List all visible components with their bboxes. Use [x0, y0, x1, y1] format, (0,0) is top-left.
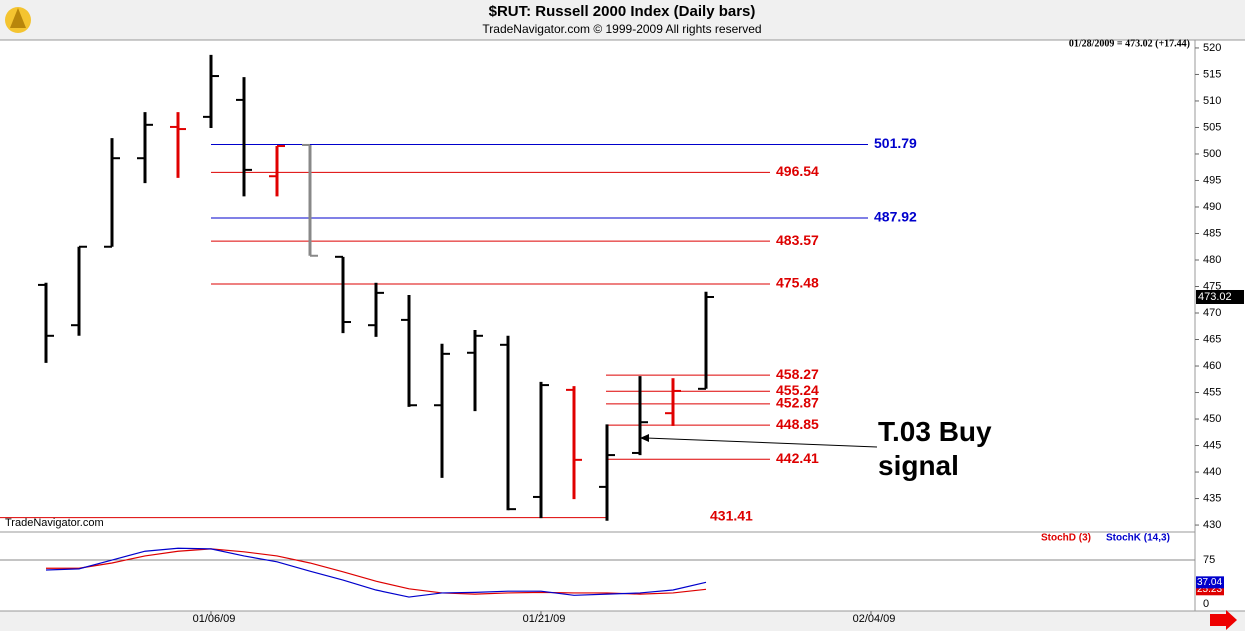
level-label: 455.24	[776, 382, 819, 398]
level-label: 475.48	[776, 275, 819, 291]
stoch-line	[45, 547, 707, 598]
y-tick-label: 495	[1203, 174, 1221, 186]
last-price-box	[1196, 289, 1244, 304]
y-tick-label: 480	[1203, 254, 1221, 266]
stoch-value-label: 25.23	[1197, 584, 1222, 595]
logo	[5, 7, 31, 33]
level-label: 458.27	[776, 366, 819, 382]
annotation: T.03 Buy signal	[878, 416, 992, 481]
chart-title: $RUT: Russell 2000 Index (Daily bars)	[489, 3, 756, 20]
x-tick-label: 01/21/09	[523, 613, 566, 625]
stoch-line	[46, 548, 707, 595]
date-band	[0, 611, 1245, 631]
x-tick-label: 01/06/09	[193, 613, 236, 625]
level-label: 442.41	[776, 450, 819, 466]
level-label: 501.79	[874, 135, 917, 151]
header-band	[0, 0, 1245, 40]
stoch-value-label: 37.04	[1197, 577, 1222, 588]
watermark: TradeNavigator.com	[5, 517, 104, 529]
y-tick-label: 505	[1203, 121, 1221, 133]
y-tick-label: 440	[1203, 466, 1221, 478]
y-tick-label: 475	[1203, 280, 1221, 292]
level-label: 483.57	[776, 232, 819, 248]
y-tick-label: 460	[1203, 360, 1221, 372]
y-tick-label: 510	[1203, 95, 1221, 107]
stoch-tick-label: 75	[1203, 554, 1215, 566]
y-tick-label: 455	[1203, 386, 1221, 398]
y-tick-label: 430	[1203, 519, 1221, 531]
last-price-label: 473.02	[1198, 291, 1232, 303]
level-label: 487.92	[874, 209, 917, 225]
level-label: 448.85	[776, 416, 819, 432]
header-quote: 01/28/2009 = 473.02 (+17.44)	[1069, 38, 1190, 49]
legend-entry: StochD (3)	[1041, 533, 1091, 544]
y-tick-label: 485	[1203, 227, 1221, 239]
y-tick-label: 470	[1203, 307, 1221, 319]
y-tick-label: 435	[1203, 492, 1221, 504]
y-tick-label: 445	[1203, 439, 1221, 451]
y-tick-label: 500	[1203, 148, 1221, 160]
arrow-head	[640, 434, 649, 442]
y-tick-label: 465	[1203, 333, 1221, 345]
x-tick-label: 02/04/09	[853, 613, 896, 625]
legend-entry: StochK (14,3)	[1106, 533, 1170, 544]
y-tick-label: 450	[1203, 413, 1221, 425]
scroll-arrow[interactable]	[1210, 610, 1237, 630]
stoch-value-box	[1196, 576, 1224, 589]
level-label: 496.54	[776, 163, 819, 179]
y-tick-label: 520	[1203, 42, 1221, 54]
annotation-arrow	[645, 437, 878, 448]
stoch-tick-label: 0	[1203, 598, 1209, 610]
y-tick-label: 490	[1203, 201, 1221, 213]
chart-subtitle: TradeNavigator.com © 1999-2009 All right…	[482, 22, 761, 36]
level-label: 452.87	[776, 395, 819, 411]
y-tick-label: 515	[1203, 68, 1221, 80]
level-label: 431.41	[710, 507, 753, 523]
